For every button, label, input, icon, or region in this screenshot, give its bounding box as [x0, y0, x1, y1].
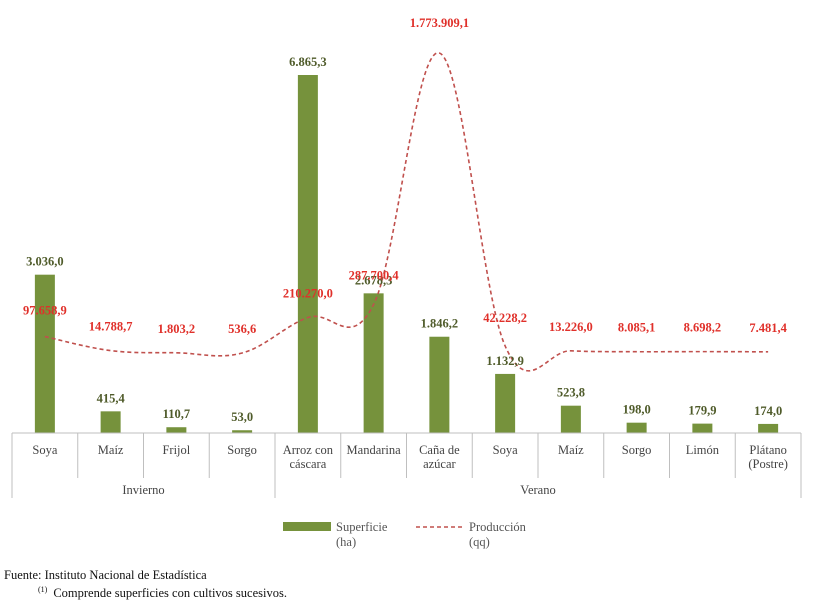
line-layer: [44, 52, 769, 372]
bar: [626, 422, 647, 433]
source-note: Fuente: Instituto Nacional de Estadístic…: [4, 568, 207, 582]
footnote: (1) Comprende superficies con cultivos su…: [38, 585, 287, 601]
category-label: Arroz con cáscara: [283, 443, 334, 471]
bar-value-label: 6.865,3: [289, 55, 327, 69]
production-value-label: 42.228,2: [483, 311, 527, 325]
category-label: Frijol: [162, 443, 190, 457]
legend-line-label-line: Producción: [469, 520, 527, 534]
legend-bar-swatch: [283, 522, 331, 531]
legend-bar-label: Superficie (ha): [336, 520, 388, 549]
bar: [692, 423, 713, 433]
category-label-line: Maíz: [558, 443, 584, 457]
category-label-line: (Postre): [748, 457, 788, 471]
footnote-marker: (1): [38, 585, 48, 594]
production-value-label: 7.481,4: [749, 321, 787, 335]
category-label-line: Soya: [32, 443, 57, 457]
category-label: Maíz: [98, 443, 124, 457]
labels-layer: 3.036,0 415,4 110,7 53,0 6.865,3 2.678,3 1.846…: [23, 16, 788, 424]
x-axis: Soya Maíz Frijol Sorgo Arroz con cáscara Manda…: [11, 432, 802, 498]
legend-line-label-line: (qq): [469, 535, 490, 549]
category-label-line: Soya: [493, 443, 518, 457]
bar-value-label: 3.036,0: [26, 255, 64, 269]
bar-value-label: 198,0: [623, 403, 651, 417]
bar-value-label: 523,8: [557, 386, 585, 400]
chart: Soya Maíz Frijol Sorgo Arroz con cáscara Manda…: [11, 16, 802, 549]
category-label-line: Limón: [686, 443, 720, 457]
legend-line-label: Producción (qq): [469, 520, 527, 549]
group-label: Invierno: [122, 483, 164, 497]
bar-value-label: 174,0: [754, 404, 782, 418]
production-value-label: 8.698,2: [684, 321, 722, 335]
category-label: Maíz: [558, 443, 584, 457]
category-label-line: Maíz: [98, 443, 124, 457]
production-value-label: 13.226,0: [549, 320, 593, 334]
production-line: [44, 52, 769, 372]
category-label: Plátano (Postre): [748, 443, 788, 471]
bar-value-label: 53,0: [231, 410, 253, 424]
category-label-line: Frijol: [162, 443, 190, 457]
bar: [34, 274, 55, 433]
production-value-label: 210.270,0: [283, 287, 333, 301]
production-value-label: 14.788,7: [89, 320, 133, 334]
category-label-line: Caña de: [419, 443, 460, 457]
bar: [297, 75, 318, 433]
category-label-line: Mandarina: [347, 443, 402, 457]
production-value-label: 8.085,1: [618, 321, 656, 335]
bar: [495, 373, 516, 433]
bar-value-label: 2.678,3: [355, 273, 393, 287]
category-label: Soya: [493, 443, 518, 457]
category-label: Sorgo: [622, 443, 652, 457]
category-label: Soya: [32, 443, 57, 457]
production-value-label: 1.773.909,1: [410, 16, 469, 30]
production-value-label: 1.803,2: [158, 322, 196, 336]
footnote-text: Comprende superficies con cultivos suces…: [53, 586, 287, 601]
category-label: Mandarina: [347, 443, 402, 457]
production-value-label: 97.658,9: [23, 304, 67, 318]
category-label-line: Arroz con: [283, 443, 334, 457]
legend-bar-label-line: (ha): [336, 535, 356, 549]
bar: [232, 430, 253, 433]
bar: [429, 336, 450, 433]
category-label: Sorgo: [227, 443, 257, 457]
bar: [166, 427, 187, 433]
bar: [100, 411, 121, 433]
category-label: Limón: [686, 443, 720, 457]
category-label-line: azúcar: [423, 457, 456, 471]
bar-value-label: 179,9: [688, 404, 716, 418]
bar: [363, 293, 384, 433]
legend: Superficie (ha) Producción (qq): [283, 520, 527, 549]
category-label-line: Sorgo: [622, 443, 652, 457]
bar-value-label: 110,7: [163, 407, 190, 421]
bars-layer: [34, 75, 779, 433]
bar-value-label: 1.132,9: [486, 354, 524, 368]
category-label-line: Plátano: [749, 443, 787, 457]
bar-value-label: 1.846,2: [421, 317, 459, 331]
category-label-line: Sorgo: [227, 443, 257, 457]
bar-value-label: 415,4: [97, 391, 126, 405]
production-value-label: 287.700,4: [349, 268, 400, 282]
production-value-label: 536,6: [228, 322, 256, 336]
group-label: Verano: [520, 483, 555, 497]
bar: [758, 423, 779, 433]
category-label: Caña de azúcar: [419, 443, 460, 471]
bar: [560, 405, 581, 433]
legend-bar-label-line: Superficie: [336, 520, 388, 534]
category-label-line: cáscara: [289, 457, 326, 471]
